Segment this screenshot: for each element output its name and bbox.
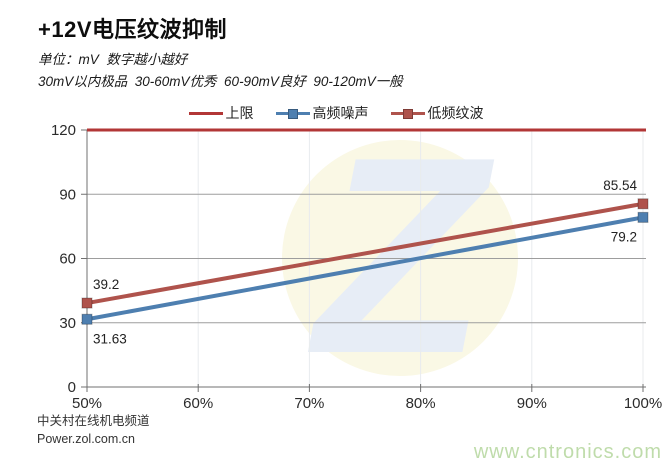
legend-item-hf-noise: 高频噪声 xyxy=(275,103,369,123)
watermark-z-glyph: Z xyxy=(306,100,499,412)
chart-legend: 上限 高频噪声 低频纹波 xyxy=(0,103,672,123)
source-channel: 中关村在线机电频道 xyxy=(37,414,150,428)
x-tick-label: 70% xyxy=(294,395,324,412)
series-低频纹波: 39.2 85.54 xyxy=(81,178,649,309)
series-marker xyxy=(81,313,93,325)
chart-unit-note: 单位：mV 数字越小越好 xyxy=(38,52,188,67)
series-marker xyxy=(637,211,649,223)
x-tick-label: 60% xyxy=(183,395,213,412)
zol-logo-watermark: Z xyxy=(282,100,518,412)
series-marker xyxy=(81,297,93,309)
upper-limit-line-swatch xyxy=(188,106,223,120)
series-line xyxy=(86,215,644,322)
legend-label-lf-ripple: 低频纹波 xyxy=(427,105,484,121)
cntronics-watermark-url: www.cntronics.com xyxy=(473,441,662,463)
legend-label-upper-limit: 上限 xyxy=(225,105,254,121)
series-高频噪声: 31.63 79.2 xyxy=(81,211,649,346)
legend-label-hf-noise: 高频噪声 xyxy=(312,105,369,121)
legend-item-upper-limit: 上限 xyxy=(188,103,254,123)
y-tick-label: 0 xyxy=(68,379,76,396)
x-tick-label: 50% xyxy=(72,395,102,412)
page-title: +12V电压纹波抑制 xyxy=(38,17,227,42)
point-value-label: 31.63 xyxy=(93,331,127,346)
y-tick-label: 30 xyxy=(59,315,76,332)
y-tick-label: 60 xyxy=(59,251,76,268)
source-site: Power.zol.com.cn xyxy=(37,432,135,446)
chart-rating-scale-note: 30mV以内极品 30-60mV优秀 60-90mV良好 90-120mV一般 xyxy=(38,74,403,89)
point-value-label: 85.54 xyxy=(603,178,637,193)
x-tick-label: 100% xyxy=(624,395,662,412)
chart-source-block: 中关村在线机电频道 Power.zol.com.cn xyxy=(37,412,150,448)
x-tick-label: 90% xyxy=(517,395,547,412)
hf-noise-line-swatch xyxy=(275,106,310,120)
series-line xyxy=(86,201,644,306)
point-value-label: 39.2 xyxy=(93,277,119,292)
x-tick-label: 80% xyxy=(406,395,436,412)
y-tick-label: 90 xyxy=(59,186,76,203)
legend-item-lf-ripple: 低频纹波 xyxy=(390,103,484,123)
series-marker xyxy=(637,198,649,210)
y-tick-label: 120 xyxy=(51,122,76,139)
point-value-label: 79.2 xyxy=(611,229,637,244)
lf-ripple-line-swatch xyxy=(390,106,425,120)
